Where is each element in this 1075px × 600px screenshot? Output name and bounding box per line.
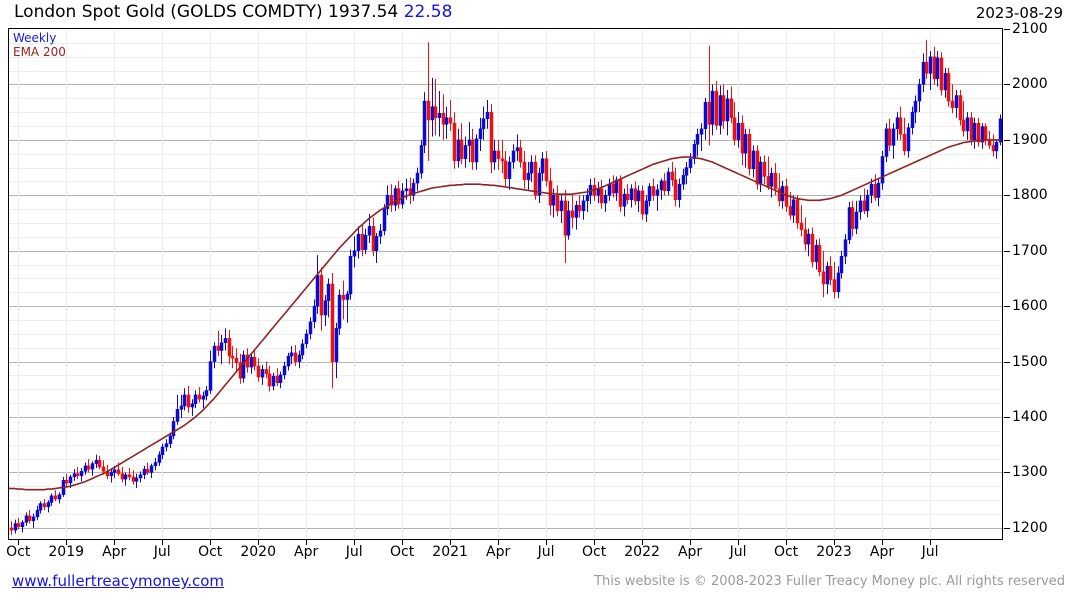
x-axis-tick	[594, 540, 596, 545]
x-axis-tick	[114, 540, 116, 545]
x-axis-label: Oct	[581, 544, 607, 560]
x-axis-tick	[930, 540, 932, 545]
y-axis-tick	[1004, 417, 1010, 419]
y-axis-tick	[1004, 29, 1010, 30]
y-axis-tick	[1004, 361, 1010, 363]
x-axis-label: Apr	[869, 544, 895, 560]
as-of-date: 2023-08-29	[975, 4, 1063, 22]
y-axis-tick	[1004, 195, 1010, 197]
x-axis-label: Jul	[537, 544, 555, 560]
y-axis-label: 1700	[1012, 242, 1048, 259]
y-axis-label: 1300	[1012, 464, 1048, 481]
x-axis-label: Apr	[485, 544, 511, 560]
y-axis-tick	[1004, 527, 1010, 529]
y-axis-label: 1800	[1012, 187, 1048, 204]
chart-legend: Weekly EMA 200	[13, 31, 66, 59]
y-axis-label: 1600	[1012, 298, 1048, 315]
x-axis-tick	[66, 540, 68, 545]
x-axis-tick	[882, 540, 884, 545]
x-axis: Oct 2019 Apr Jul Oct 2020 Apr Jul Oct 2021 Apr Jul O…	[6, 540, 1003, 566]
candlestick-canvas	[9, 29, 1002, 539]
copyright-notice: This website is © 2008-2023 Fuller Treac…	[594, 574, 1065, 589]
x-axis-label: Oct	[6, 544, 31, 560]
x-axis-tick	[402, 540, 404, 545]
y-axis-tick	[1004, 139, 1010, 141]
y-axis-tick	[1004, 472, 1010, 474]
x-axis-label: Jul	[153, 544, 171, 560]
y-axis-label: 1900	[1012, 131, 1048, 148]
x-axis-tick	[498, 540, 500, 545]
y-axis-label: 1200	[1012, 519, 1048, 536]
chart-footer: www.fullertreacymoney.com This website i…	[0, 570, 1075, 600]
x-axis-label: 2023	[816, 544, 852, 560]
y-axis-label: 1400	[1012, 409, 1048, 426]
x-axis-label: 2022	[624, 544, 660, 560]
y-axis-label: 2000	[1012, 76, 1048, 93]
instrument-title: London Spot Gold (GOLDS COMDTY) 1937.54	[14, 2, 399, 22]
x-axis-label: Oct	[390, 544, 415, 560]
x-axis-tick	[354, 540, 356, 545]
x-axis-tick	[642, 540, 644, 545]
x-axis-tick	[546, 540, 548, 545]
y-axis-label: 2100	[1012, 21, 1048, 37]
x-axis-label: Apr	[677, 544, 703, 560]
x-axis-tick	[786, 540, 788, 545]
x-axis-label: Apr	[294, 544, 319, 560]
legend-item-weekly: Weekly	[13, 31, 57, 45]
x-axis-label: Jul	[921, 544, 939, 560]
x-axis-tick	[162, 540, 164, 545]
x-axis-label: Jul	[345, 544, 363, 560]
x-axis-tick	[450, 540, 452, 545]
y-axis-label: 1500	[1012, 353, 1048, 370]
x-axis-label: 2021	[432, 544, 468, 560]
price-change: 22.58	[403, 2, 453, 22]
x-axis-label: 2019	[48, 544, 85, 560]
website-link[interactable]: www.fullertreacymoney.com	[12, 572, 225, 590]
y-axis-tick	[1004, 250, 1010, 252]
price-chart-svg	[9, 29, 1002, 539]
x-axis-tick	[738, 540, 740, 545]
x-axis-label: Jul	[729, 544, 747, 560]
x-axis-tick	[18, 540, 20, 545]
y-axis-tick	[1004, 84, 1010, 86]
x-axis-tick	[210, 540, 212, 545]
y-axis: 1200 1300 1400 1500 1600 1700 1800 1900 2000 2100	[1004, 21, 1075, 540]
x-axis-tick	[690, 540, 692, 545]
x-axis-label: 2020	[240, 544, 276, 560]
x-axis-tick	[258, 540, 260, 545]
x-axis-tick	[306, 540, 308, 545]
x-axis-tick	[834, 540, 836, 545]
chart-plot-area[interactable]: Weekly EMA 200	[8, 28, 1003, 540]
x-axis-label: Oct	[773, 544, 799, 560]
page-title: London Spot Gold (GOLDS COMDTY) 1937.54 …	[14, 2, 452, 22]
x-axis-label: Oct	[198, 544, 223, 560]
legend-item-ema200: EMA 200	[13, 45, 66, 59]
chart-header: London Spot Gold (GOLDS COMDTY) 1937.54 …	[0, 0, 1075, 26]
x-axis-label: Apr	[102, 544, 127, 560]
y-axis-tick	[1004, 306, 1010, 308]
